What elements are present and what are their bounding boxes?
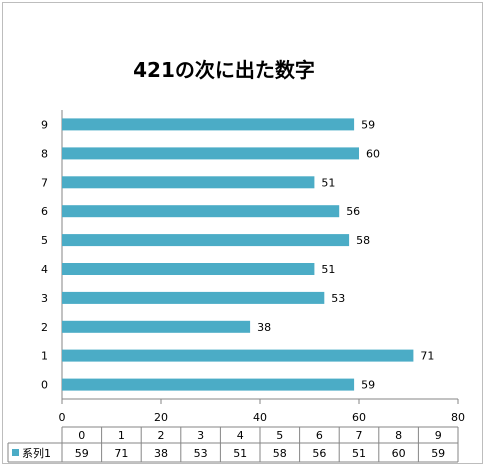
category-label-7: 7 <box>41 176 48 189</box>
category-label-4: 4 <box>41 263 48 276</box>
table-cell-8: 60 <box>392 447 406 460</box>
table-header-6: 6 <box>316 429 323 442</box>
table-header-7: 7 <box>356 429 363 442</box>
x-tick-label-60: 60 <box>352 411 366 424</box>
data-label-9: 59 <box>361 118 375 131</box>
table-cell-1: 71 <box>114 447 128 460</box>
data-label-4: 51 <box>321 263 335 276</box>
table-header-3: 3 <box>197 429 204 442</box>
table-header-1: 1 <box>118 429 125 442</box>
bar-2 <box>62 320 251 333</box>
table-cell-5: 58 <box>273 447 287 460</box>
category-label-5: 5 <box>41 234 48 247</box>
plot-area: 59 0 71 1 38 2 53 3 51 4 58 5 56 6 51 7 60 8 59 9 <box>41 110 434 399</box>
bar-6 <box>62 205 340 218</box>
table-cell-9: 59 <box>431 447 445 460</box>
table-cell-0: 59 <box>75 447 89 460</box>
legend-key <box>12 449 19 456</box>
table-cell-7: 51 <box>352 447 366 460</box>
x-tick-label-80: 80 <box>451 411 465 424</box>
bar-3 <box>62 291 325 304</box>
table-header-5: 5 <box>276 429 283 442</box>
table-header-4: 4 <box>237 429 244 442</box>
x-tick-label-20: 20 <box>154 411 168 424</box>
chart-title: 421の次に出た数字 <box>133 58 315 82</box>
category-label-3: 3 <box>41 292 48 305</box>
bar-9 <box>62 118 355 131</box>
table-cell-4: 51 <box>233 447 247 460</box>
legend-series-name: 系列1 <box>22 446 51 460</box>
x-tick-label-0: 0 <box>59 411 66 424</box>
data-label-6: 56 <box>346 205 360 218</box>
bar-0 <box>62 378 355 391</box>
data-label-2: 38 <box>257 321 271 334</box>
table-cell-6: 56 <box>312 447 326 460</box>
table-cell-3: 53 <box>194 447 208 460</box>
bar-7 <box>62 176 315 189</box>
table-header-0: 0 <box>78 429 85 442</box>
data-table: 0 59 1 71 2 38 3 53 4 51 5 58 6 56 7 51 8 60 9 59 系列1 <box>7 426 459 463</box>
table-header-2: 2 <box>158 429 165 442</box>
table-header-8: 8 <box>395 429 402 442</box>
bar-5 <box>62 234 350 247</box>
x-axis: 0 20 40 60 80 <box>59 398 465 424</box>
category-label-9: 9 <box>41 118 48 131</box>
bar-8 <box>62 147 359 160</box>
category-label-2: 2 <box>41 321 48 334</box>
category-label-8: 8 <box>41 147 48 160</box>
data-label-1: 71 <box>420 350 434 363</box>
data-label-7: 51 <box>321 176 335 189</box>
category-label-6: 6 <box>41 205 48 218</box>
category-label-0: 0 <box>41 379 48 392</box>
data-label-3: 53 <box>331 292 345 305</box>
category-label-1: 1 <box>41 350 48 363</box>
table-cell-2: 38 <box>154 447 168 460</box>
data-label-5: 58 <box>356 234 370 247</box>
x-tick-label-40: 40 <box>253 411 267 424</box>
data-label-8: 60 <box>366 147 380 160</box>
table-header-9: 9 <box>435 429 442 442</box>
data-label-0: 59 <box>361 379 375 392</box>
bar-4 <box>62 263 315 275</box>
bar-1 <box>62 349 414 362</box>
